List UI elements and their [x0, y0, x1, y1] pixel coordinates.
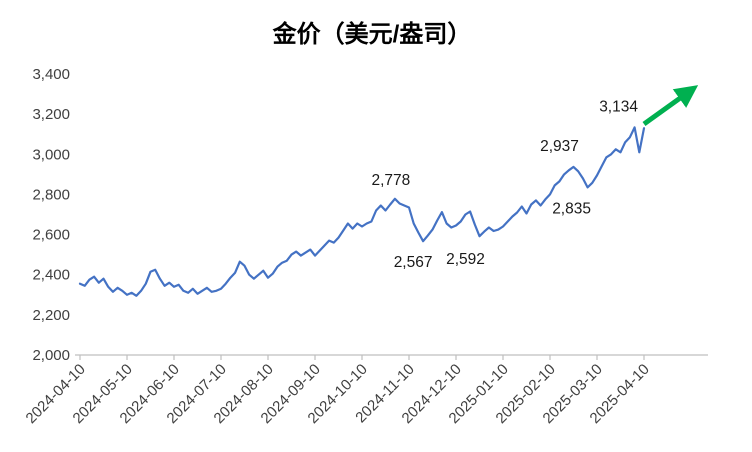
annotation-label: 2,592 — [446, 251, 485, 268]
y-axis-label: 3,200 — [32, 106, 70, 123]
y-axis-label: 2,200 — [32, 307, 70, 324]
trend-arrow — [642, 85, 699, 127]
price-line — [78, 126, 646, 297]
annotation-label: 2,937 — [540, 138, 579, 155]
annotation-label: 2,835 — [552, 200, 591, 217]
y-axis-label: 2,800 — [32, 186, 70, 203]
y-axis-label: 2,000 — [32, 347, 70, 364]
annotation-label: 3,134 — [599, 98, 638, 115]
y-axis-label: 3,400 — [32, 66, 70, 83]
chart-title: 金价（美元/盎司） — [272, 20, 472, 48]
y-axis-label: 3,000 — [32, 146, 70, 163]
y-axis-label: 2,600 — [32, 227, 70, 244]
annotation-label: 2,567 — [394, 254, 433, 271]
y-axis-label: 2,400 — [32, 267, 70, 284]
annotation-label: 2,778 — [372, 172, 411, 189]
